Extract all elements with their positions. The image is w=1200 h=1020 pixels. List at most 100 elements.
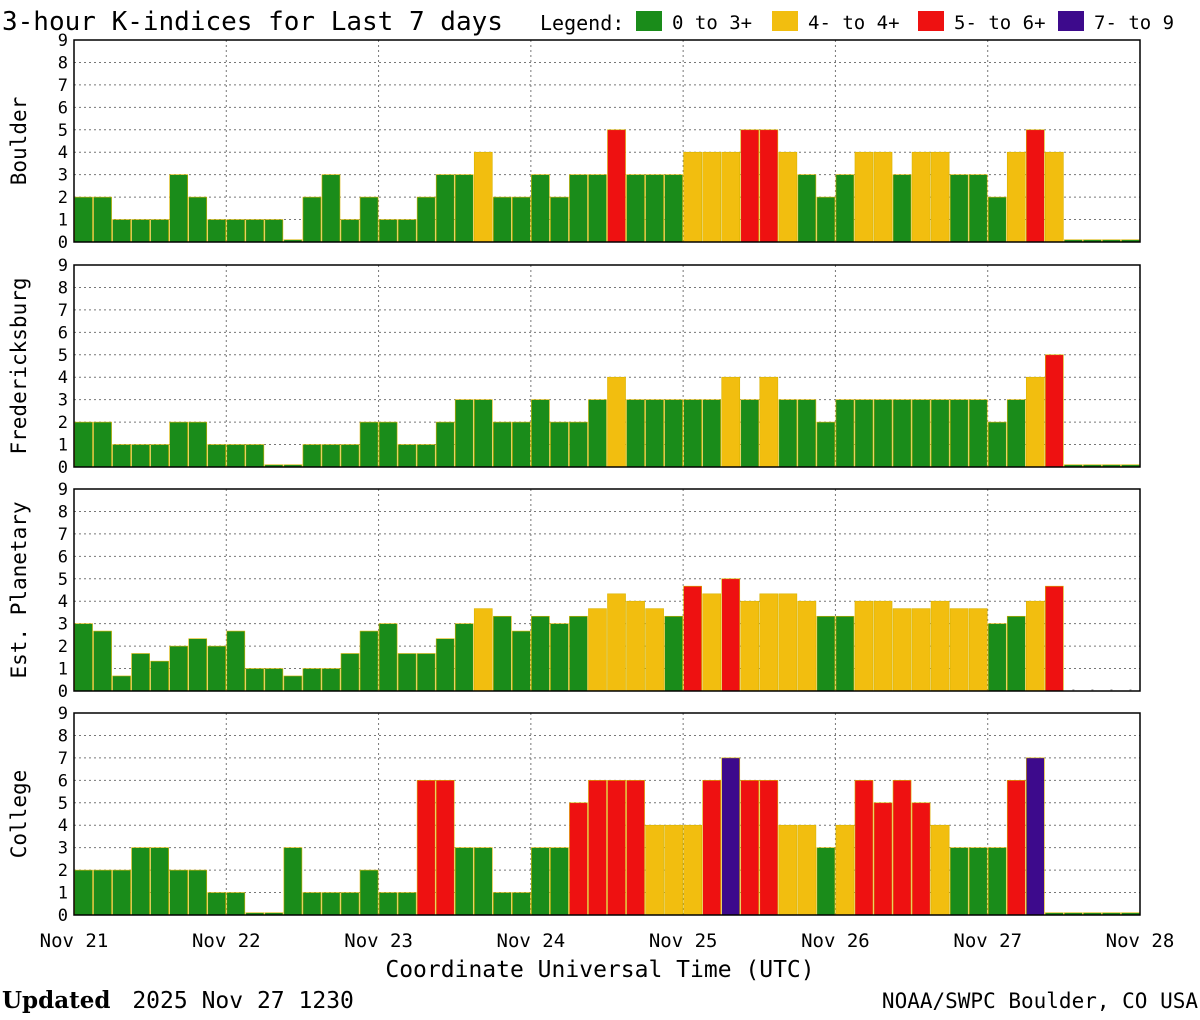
bar (473, 399, 493, 468)
bar (74, 869, 93, 916)
bar (740, 129, 760, 243)
bar (150, 660, 169, 692)
bar (645, 608, 664, 692)
y-tick-label: 3 (58, 391, 68, 411)
bar (1025, 376, 1045, 468)
legend-swatch-4-to-4 (772, 11, 798, 31)
bar (1006, 151, 1026, 243)
bar (797, 399, 817, 468)
bar (702, 593, 722, 692)
bar (512, 630, 531, 692)
bar (492, 421, 512, 468)
bar (321, 444, 341, 468)
panel-frame (73, 488, 1141, 692)
bar (188, 421, 208, 468)
bar (759, 780, 779, 916)
bar (968, 174, 988, 243)
panel-label-boulder: Boulder (7, 97, 31, 186)
y-tick-label: 4 (58, 368, 68, 388)
y-tick-label: 8 (58, 726, 68, 746)
bar (169, 174, 189, 243)
panel-frame (73, 712, 1141, 916)
bar (454, 623, 474, 692)
bar (683, 585, 702, 692)
panel-fredericksburg: 01 23 45 67 89 Fredericksburg (7, 256, 1141, 478)
bar (397, 653, 417, 692)
bar (131, 847, 150, 916)
bar (721, 151, 741, 243)
bar (740, 600, 760, 692)
bar (473, 847, 493, 916)
legend-swatch-5-to-6 (918, 11, 944, 31)
bar (492, 892, 512, 916)
bar (245, 219, 265, 243)
bar (968, 847, 988, 916)
bar (207, 444, 227, 468)
bar (188, 638, 208, 692)
bar (816, 847, 836, 916)
bar (854, 600, 874, 692)
bar (1045, 151, 1064, 243)
bar (949, 608, 969, 692)
bar (911, 802, 931, 916)
bar (854, 151, 874, 243)
legend-item-5-to-6: 5- to 6+ (954, 12, 1046, 34)
bar (645, 824, 664, 916)
bar (93, 421, 112, 468)
y-tick-label: 7 (58, 525, 68, 545)
y-tick-label: 8 (58, 278, 68, 298)
panel-est-planetary: 01 23 45 67 89 Est. Planetary (7, 480, 1141, 702)
bar (930, 600, 950, 692)
y-tick-label: 5 (58, 346, 68, 366)
bar (531, 174, 550, 243)
y-tick-label: 5 (58, 570, 68, 590)
y-tick-label: 3 (58, 839, 68, 859)
bar (607, 593, 626, 692)
bar (435, 174, 455, 243)
bar (112, 444, 131, 468)
panel-label-est-planetary: Est. Planetary (7, 501, 31, 678)
bar (949, 847, 969, 916)
bar (987, 196, 1007, 243)
bar (454, 847, 474, 916)
bar (797, 600, 817, 692)
bar (340, 653, 360, 692)
bar (588, 780, 607, 916)
bar (588, 174, 607, 243)
bar (435, 638, 455, 692)
panel-college: 01 23 45 67 89 College (7, 704, 1141, 926)
bar (702, 151, 722, 243)
bar (245, 668, 265, 692)
bar (207, 892, 227, 916)
bar (721, 376, 741, 468)
bar (283, 847, 303, 916)
bar (588, 399, 607, 468)
y-tick-label: 0 (58, 682, 68, 702)
bar (949, 174, 969, 243)
panel-frame (73, 39, 1141, 243)
bar (550, 196, 569, 243)
panel-frame (73, 264, 1141, 468)
bar (226, 219, 246, 243)
bar (416, 196, 436, 243)
y-tick-label: 6 (58, 323, 68, 343)
y-tick-label: 7 (58, 749, 68, 769)
bar (397, 219, 417, 243)
bar (740, 780, 760, 916)
y-tick-label: 0 (58, 233, 68, 253)
bar (359, 196, 379, 243)
bar (759, 376, 779, 468)
bar (1006, 399, 1026, 468)
bar (321, 668, 341, 692)
bar (169, 869, 189, 916)
bar (321, 892, 341, 916)
bar (531, 399, 550, 468)
y-tick-label: 2 (58, 861, 68, 881)
bar (226, 892, 246, 916)
legend-item-4-to-4: 4- to 4+ (808, 12, 900, 34)
bar (321, 174, 341, 243)
bar (188, 196, 208, 243)
bar (873, 151, 893, 243)
bar (397, 444, 417, 468)
bar (264, 668, 284, 692)
